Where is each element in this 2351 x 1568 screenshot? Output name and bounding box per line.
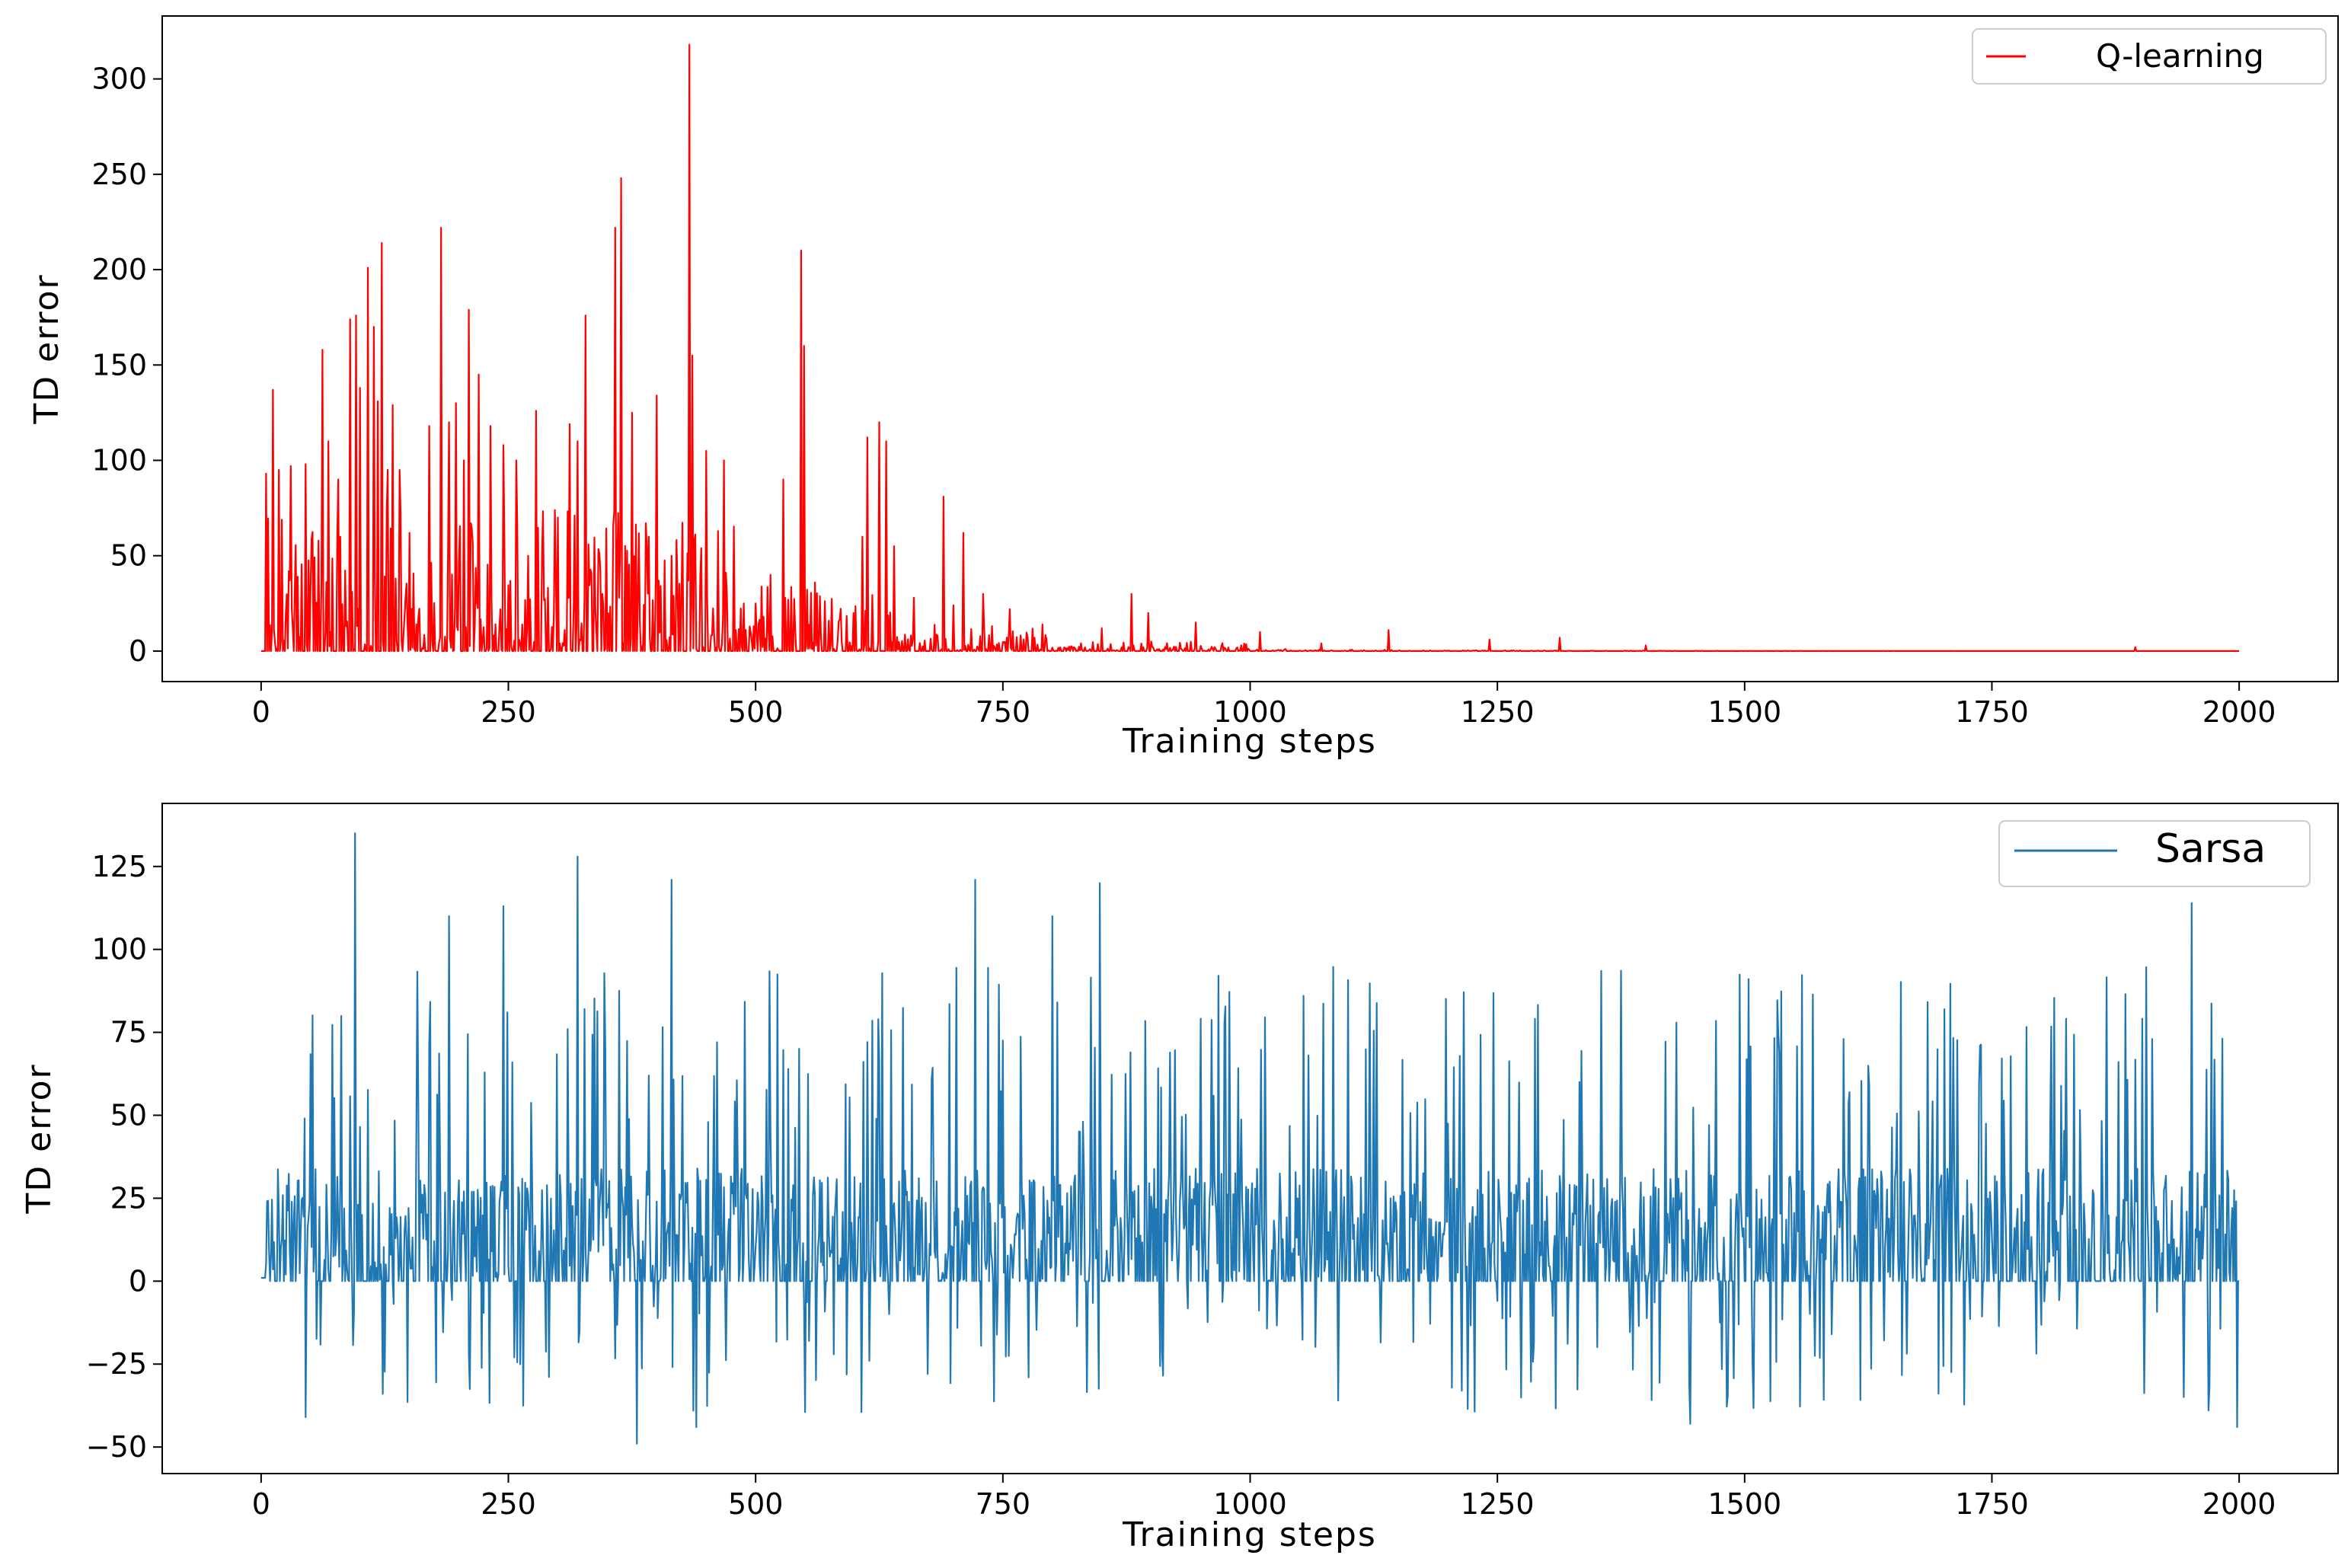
q-learning-x-tick-label: 500 [728,695,784,729]
q-learning-x-tick-label: 750 [976,695,1031,729]
q-learning-y-tick-label: 150 [91,348,147,382]
q-learning-y-tick-label: 50 [110,539,147,573]
sarsa-line-path [260,832,2240,1445]
sarsa-x-axis-title: Training steps [1122,1515,1377,1554]
q-learning-y-tick-label: 250 [91,158,147,191]
q-learning-x-tick-label: 0 [252,695,270,729]
sarsa-y-tick-label: 50 [110,1099,147,1132]
sarsa-x-tick-label: 750 [976,1487,1031,1521]
sarsa-x-tick-label: 2000 [2202,1487,2276,1521]
q-learning-x-tick-label: 1000 [1213,695,1287,729]
sarsa-y-tick-label: 100 [91,933,147,966]
sarsa-y-tick-label: 75 [110,1016,147,1049]
q-learning-y-axis-title: TD error [27,273,66,424]
sarsa-y-tick-label: 25 [110,1181,147,1215]
sarsa-legend-label: Sarsa [2155,826,2266,872]
q-learning-x-axis-title: Training steps [1122,722,1377,761]
sarsa-y-axis-title: TD error [20,1063,59,1214]
q-learning-x-ticks: 0 250 500 750 1000 1250 1500 1750 2000 [252,682,2276,729]
sarsa-subplot: 0 250 500 750 1000 1250 1500 1750 2000 −50 −25 0 25… [20,803,2339,1554]
q-learning-legend-label: Q-learning [2096,37,2264,75]
sarsa-x-tick-label: 1750 [1955,1487,2029,1521]
q-learning-x-tick-label: 1250 [1461,695,1535,729]
sarsa-x-tick-label: 250 [481,1487,536,1521]
sarsa-y-tick-label: 0 [129,1264,147,1298]
sarsa-x-ticks: 0 250 500 750 1000 1250 1500 1750 2000 [252,1474,2276,1521]
q-learning-y-tick-label: 100 [91,444,147,477]
q-learning-subplot: 0 250 500 750 1000 1250 1500 1750 2000 0 50 100 150… [27,15,2339,761]
sarsa-x-tick-label: 1250 [1461,1487,1535,1521]
q-learning-y-tick-label: 200 [91,253,147,286]
q-learning-series-line [260,43,2240,652]
sarsa-x-tick-label: 500 [728,1487,784,1521]
sarsa-legend-box [1998,820,2311,887]
q-learning-y-tick-label: 0 [129,634,147,668]
q-learning-legend-box [1972,28,2327,85]
sarsa-series-line [260,832,2240,1445]
q-learning-y-ticks: 0 50 100 150 200 250 300 [91,62,162,668]
q-learning-x-tick-label: 250 [481,695,536,729]
sarsa-x-tick-label: 1500 [1707,1487,1781,1521]
q-learning-y-tick-label: 300 [91,62,147,96]
q-learning-line-path [260,43,2240,652]
sarsa-legend: Sarsa [1998,820,2311,887]
sarsa-y-ticks: −50 −25 0 25 50 75 100 125 [86,850,162,1464]
sarsa-y-tick-label: −25 [86,1347,147,1381]
q-learning-x-tick-label: 1750 [1955,695,2029,729]
sarsa-y-tick-label: 125 [91,850,147,883]
q-learning-x-tick-label: 2000 [2202,695,2276,729]
sarsa-x-tick-label: 0 [252,1487,270,1521]
q-learning-legend: Q-learning [1972,28,2327,85]
sarsa-x-tick-label: 1000 [1213,1487,1287,1521]
q-learning-x-tick-label: 1500 [1707,695,1781,729]
sarsa-y-tick-label: −50 [86,1430,147,1464]
